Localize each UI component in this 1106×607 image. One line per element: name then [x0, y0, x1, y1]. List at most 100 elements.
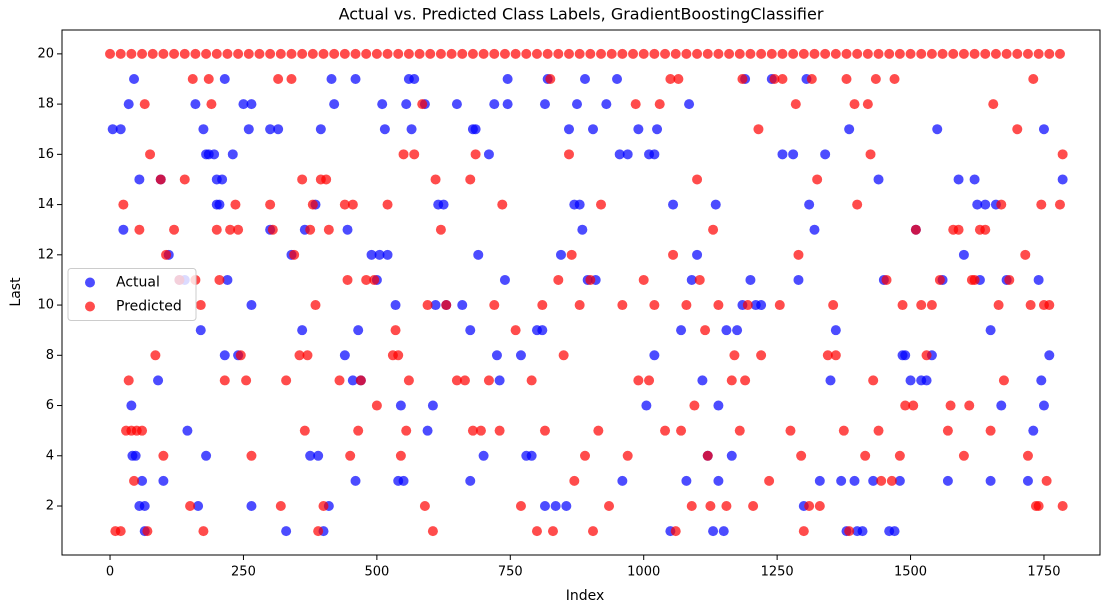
point — [409, 149, 420, 160]
point — [203, 73, 214, 84]
point — [710, 199, 721, 210]
x-tick-label: 0 — [106, 565, 114, 580]
point — [766, 48, 777, 59]
point — [425, 48, 436, 59]
point — [900, 400, 911, 411]
legend-marker — [85, 277, 95, 288]
point — [612, 73, 623, 84]
point — [729, 350, 740, 361]
point — [510, 48, 521, 59]
point — [601, 99, 612, 110]
point — [713, 475, 724, 486]
point — [235, 350, 246, 361]
point — [774, 300, 785, 311]
point — [318, 501, 329, 512]
point — [785, 425, 796, 436]
point — [307, 48, 318, 59]
point — [985, 475, 996, 486]
point — [569, 475, 580, 486]
plot-frame — [61, 29, 1101, 556]
point — [209, 149, 220, 160]
point — [350, 48, 361, 59]
point — [198, 124, 209, 135]
point — [195, 300, 206, 311]
point — [134, 174, 145, 185]
point — [684, 99, 695, 110]
point — [366, 249, 377, 260]
point — [996, 199, 1007, 210]
point — [273, 73, 284, 84]
point — [873, 174, 884, 185]
point — [604, 501, 615, 512]
point — [115, 124, 126, 135]
point — [748, 501, 759, 512]
point — [852, 48, 863, 59]
point — [185, 501, 196, 512]
point — [641, 400, 652, 411]
point — [734, 425, 745, 436]
point — [942, 425, 953, 436]
point — [889, 73, 900, 84]
point — [614, 149, 625, 160]
point — [550, 501, 561, 512]
point — [430, 174, 441, 185]
y-tick-label: 8 — [46, 348, 54, 363]
point — [980, 48, 991, 59]
point — [617, 48, 628, 59]
point — [302, 350, 313, 361]
point — [972, 199, 983, 210]
point — [126, 48, 137, 59]
point — [361, 48, 372, 59]
point — [382, 48, 393, 59]
point — [1041, 475, 1052, 486]
point — [988, 99, 999, 110]
point — [1057, 501, 1068, 512]
point — [315, 124, 326, 135]
point — [393, 350, 404, 361]
point — [622, 149, 633, 160]
point — [873, 48, 884, 59]
point — [804, 501, 815, 512]
point — [158, 475, 169, 486]
point — [297, 48, 308, 59]
point — [713, 300, 724, 311]
point — [190, 99, 201, 110]
point — [777, 48, 788, 59]
point — [670, 48, 681, 59]
point — [937, 48, 948, 59]
point — [246, 450, 257, 461]
point — [1020, 249, 1031, 260]
point — [497, 199, 508, 210]
point — [305, 224, 316, 235]
point — [571, 99, 582, 110]
point — [435, 48, 446, 59]
point — [862, 99, 873, 110]
point — [473, 249, 484, 260]
point — [542, 48, 553, 59]
x-tick-label: 500 — [364, 565, 389, 580]
point — [155, 174, 166, 185]
point — [1044, 350, 1055, 361]
point — [246, 300, 257, 311]
point — [361, 274, 372, 285]
point — [211, 48, 222, 59]
point — [409, 73, 420, 84]
point — [577, 224, 588, 235]
point — [1022, 450, 1033, 461]
point — [649, 350, 660, 361]
point — [470, 149, 481, 160]
point — [123, 375, 134, 386]
point — [129, 73, 140, 84]
point — [230, 199, 241, 210]
x-tick-label: 250 — [231, 565, 256, 580]
point — [721, 501, 732, 512]
point — [884, 48, 895, 59]
point — [494, 375, 505, 386]
point — [1025, 300, 1036, 311]
point — [1038, 124, 1049, 135]
point — [745, 48, 756, 59]
point — [555, 249, 566, 260]
point — [451, 375, 462, 386]
point — [830, 350, 841, 361]
point — [681, 300, 692, 311]
